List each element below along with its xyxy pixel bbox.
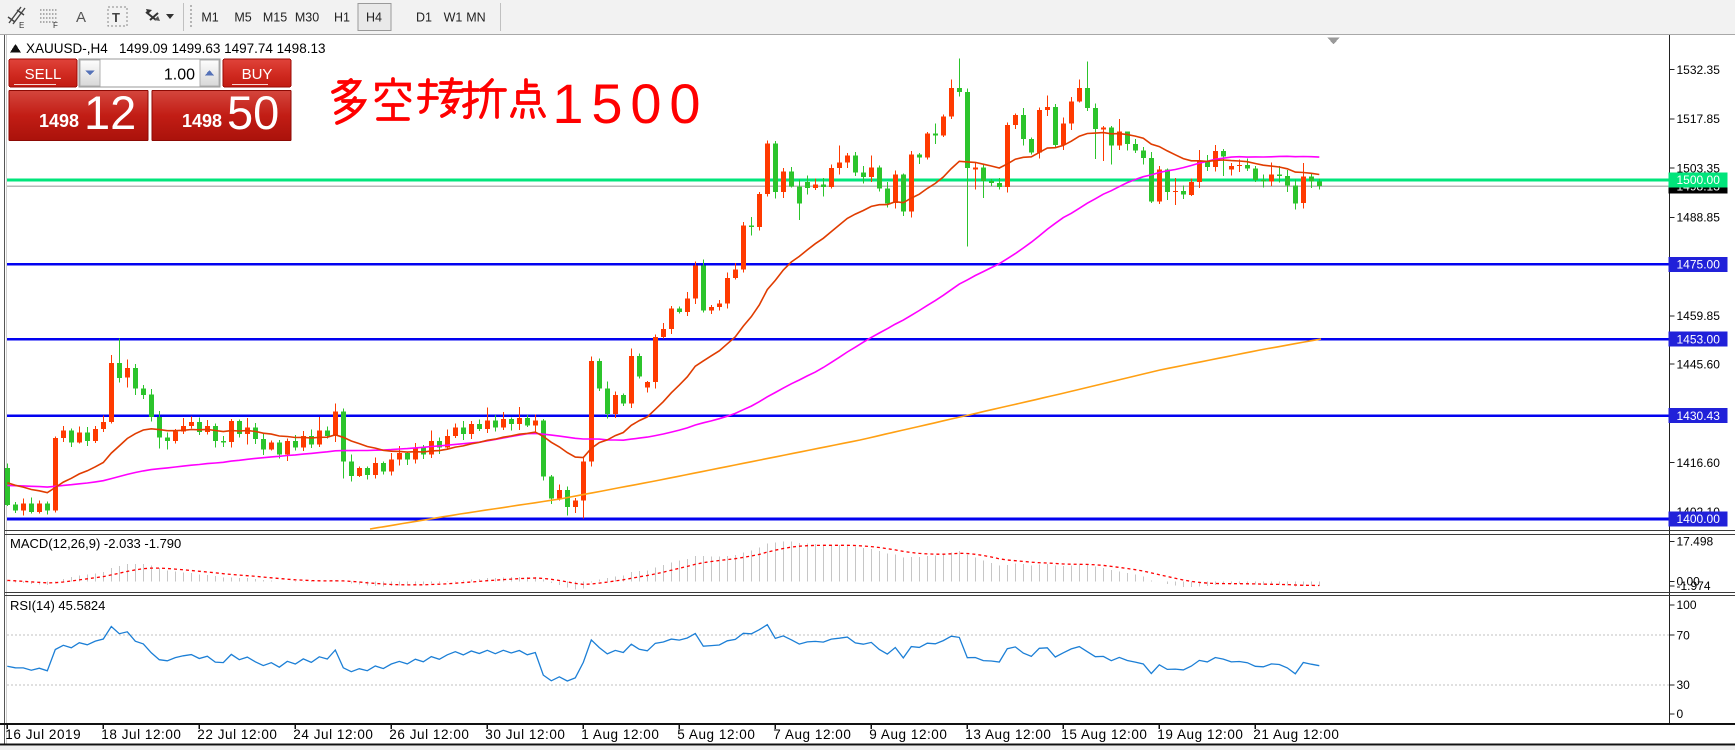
svg-text:MACD(12,26,9) -2.033 -1.790: MACD(12,26,9) -2.033 -1.790 [10, 536, 181, 551]
svg-text:0.00: 0.00 [1677, 575, 1701, 589]
svg-text:30 Jul 12:00: 30 Jul 12:00 [485, 727, 565, 742]
svg-text:A: A [76, 9, 86, 26]
svg-text:1416.60: 1416.60 [1677, 456, 1721, 470]
svg-text:1453.00: 1453.00 [1677, 332, 1721, 346]
svg-text:50: 50 [227, 86, 279, 139]
svg-text:1517.85: 1517.85 [1677, 112, 1721, 126]
svg-text:E: E [19, 21, 24, 30]
svg-text:1500.00: 1500.00 [1677, 173, 1721, 187]
svg-text:13 Aug 12:00: 13 Aug 12:00 [965, 727, 1051, 742]
svg-text:9 Aug 12:00: 9 Aug 12:00 [869, 727, 947, 742]
svg-text:-1.974: -1.974 [1677, 579, 1711, 593]
svg-text:18 Jul 12:00: 18 Jul 12:00 [101, 727, 181, 742]
svg-text:7 Aug 12:00: 7 Aug 12:00 [773, 727, 851, 742]
svg-text:17.498: 17.498 [1677, 535, 1714, 549]
svg-text:1: 1 [552, 72, 583, 135]
svg-text:26 Jul 12:00: 26 Jul 12:00 [389, 727, 469, 742]
svg-text:D1: D1 [416, 11, 432, 25]
svg-text:5: 5 [591, 72, 622, 135]
svg-text:M5: M5 [234, 11, 251, 25]
svg-text:1498: 1498 [182, 111, 222, 131]
svg-text:H1: H1 [334, 11, 350, 25]
svg-text:MN: MN [466, 11, 485, 25]
svg-text:12: 12 [84, 86, 136, 139]
svg-text:0: 0 [1677, 707, 1684, 721]
svg-text:22 Jul 12:00: 22 Jul 12:00 [197, 727, 277, 742]
svg-text:1503.35: 1503.35 [1677, 161, 1721, 175]
svg-text:F: F [53, 21, 58, 30]
svg-text:0: 0 [669, 72, 700, 135]
svg-text:RSI(14) 45.5824: RSI(14) 45.5824 [10, 598, 105, 613]
svg-text:T: T [112, 10, 120, 25]
svg-text:21 Aug 12:00: 21 Aug 12:00 [1253, 727, 1339, 742]
svg-text:1 Aug 12:00: 1 Aug 12:00 [581, 727, 659, 742]
svg-text:1445.60: 1445.60 [1677, 357, 1721, 371]
svg-text:16 Jul 2019: 16 Jul 2019 [5, 727, 81, 742]
svg-text:M30: M30 [295, 11, 319, 25]
svg-text:70: 70 [1677, 628, 1691, 642]
svg-text:30: 30 [1677, 678, 1691, 692]
svg-text:M1: M1 [201, 11, 218, 25]
svg-text:M15: M15 [263, 11, 287, 25]
svg-text:24 Jul 12:00: 24 Jul 12:00 [293, 727, 373, 742]
svg-text:XAUUSD-,H4 1499.09 1499.63 1: XAUUSD-,H4 1499.09 1499.63 1497.74 1498.… [26, 41, 325, 56]
svg-text:5 Aug 12:00: 5 Aug 12:00 [677, 727, 755, 742]
svg-text:19 Aug 12:00: 19 Aug 12:00 [1157, 727, 1243, 742]
svg-text:SELL: SELL [25, 66, 62, 83]
svg-text:1400.00: 1400.00 [1677, 512, 1721, 526]
svg-text:W1: W1 [444, 11, 463, 25]
svg-text:BUY: BUY [242, 66, 273, 83]
svg-text:1475.00: 1475.00 [1677, 258, 1721, 272]
svg-text:1488.85: 1488.85 [1677, 211, 1721, 225]
svg-text:1459.85: 1459.85 [1677, 309, 1721, 323]
svg-text:1.00: 1.00 [164, 67, 195, 84]
svg-text:1430.43: 1430.43 [1677, 409, 1721, 423]
svg-text:100: 100 [1677, 598, 1697, 612]
svg-text:1498: 1498 [39, 111, 79, 131]
svg-text:H4: H4 [366, 11, 382, 25]
svg-text:1532.35: 1532.35 [1677, 63, 1721, 77]
svg-text:15 Aug 12:00: 15 Aug 12:00 [1061, 727, 1147, 742]
svg-text:0: 0 [630, 72, 661, 135]
